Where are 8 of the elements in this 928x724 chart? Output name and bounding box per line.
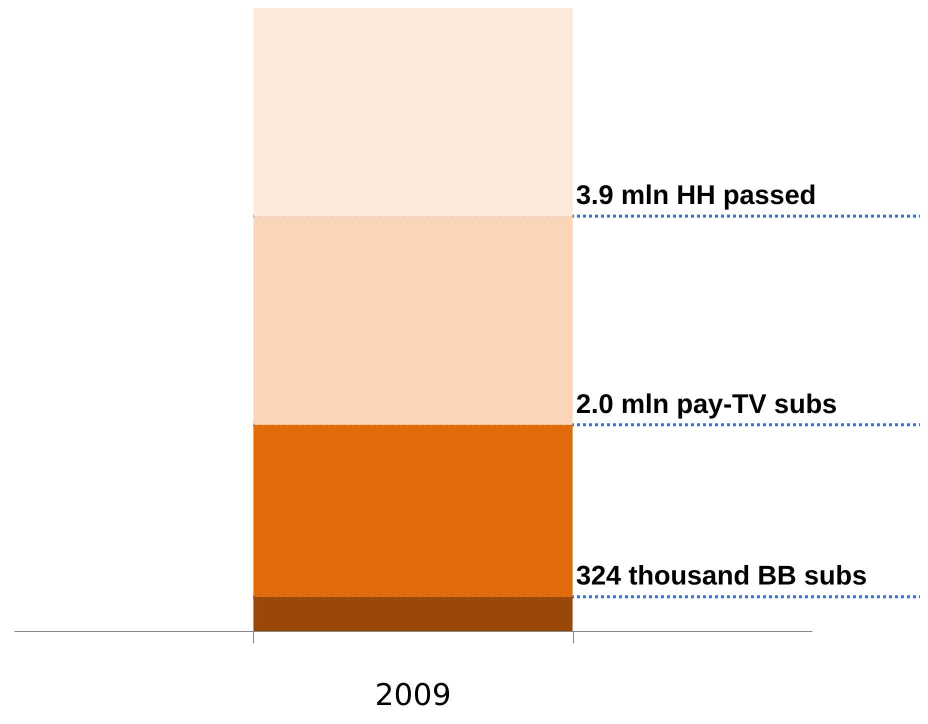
bar [253,424,573,597]
bar [253,8,573,216]
bar [253,216,573,425]
ref-line-label: 2.0 mln pay-TV subs [576,388,838,419]
text: 2009 [374,678,452,713]
ref-line-label: 3.9 mln HH passed [576,180,816,210]
ref-line-label: 324 thousand BB subs [576,560,868,591]
bar [253,596,573,631]
